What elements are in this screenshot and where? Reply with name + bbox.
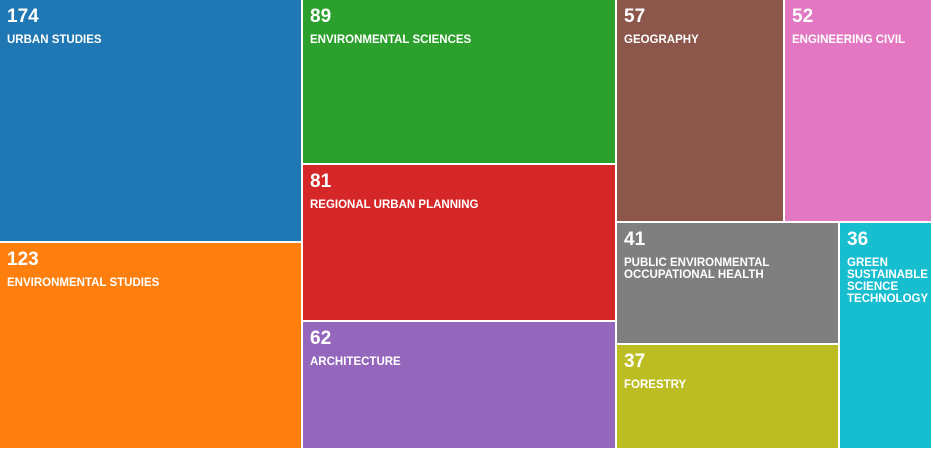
tile-label: FORESTRY xyxy=(624,379,687,391)
tile-label: REGIONAL URBAN PLANNING xyxy=(310,199,479,211)
tile-label: GEOGRAPHY xyxy=(624,34,699,46)
tile-value: 174 xyxy=(7,6,39,27)
treemap-tile-environmental-studies: 123 ENVIRONMENTAL STUDIES xyxy=(0,243,303,450)
tile-value: 62 xyxy=(310,328,332,349)
tile-label: ENGINEERING CIVIL xyxy=(792,34,906,46)
tile-label: PUBLIC ENVIRONMENTAL OCCUPATIONAL HEALTH xyxy=(624,257,770,281)
tile-label: ARCHITECTURE xyxy=(310,356,401,368)
tile-label: ENVIRONMENTAL SCIENCES xyxy=(310,34,472,46)
treemap-tile-engineering-civil: 52 ENGINEERING CIVIL xyxy=(785,0,933,223)
tile-value: 123 xyxy=(7,249,39,270)
treemap-tile-green-sustainable-science-technology: 36 GREEN SUSTAINABLE SCIENCE TECHNOLOGY xyxy=(840,223,933,450)
treemap-tile-regional-urban-planning: 81 REGIONAL URBAN PLANNING xyxy=(303,165,617,322)
tile-value: 52 xyxy=(792,6,814,27)
treemap-tile-forestry: 37 FORESTRY xyxy=(617,345,840,450)
tile-value: 57 xyxy=(624,6,646,27)
tile-label: GREEN SUSTAINABLE SCIENCE TECHNOLOGY xyxy=(847,257,929,305)
treemap-tile-architecture: 62 ARCHITECTURE xyxy=(303,322,617,450)
tile-label: URBAN STUDIES xyxy=(7,34,102,46)
tile-label: ENVIRONMENTAL STUDIES xyxy=(7,277,160,289)
tile-value: 81 xyxy=(310,171,332,192)
treemap-tile-environmental-sciences: 89 ENVIRONMENTAL SCIENCES xyxy=(303,0,617,165)
tile-value: 41 xyxy=(624,229,646,250)
tile-value: 89 xyxy=(310,6,332,27)
tile-value: 37 xyxy=(624,351,646,372)
tile-value: 36 xyxy=(847,229,869,250)
treemap-tile-public-environmental-occupational-health: 41 PUBLIC ENVIRONMENTAL OCCUPATIONAL HEAL… xyxy=(617,223,840,345)
treemap-tile-urban-studies: 174 URBAN STUDIES xyxy=(0,0,303,243)
treemap-tile-geography: 57 GEOGRAPHY xyxy=(617,0,785,223)
